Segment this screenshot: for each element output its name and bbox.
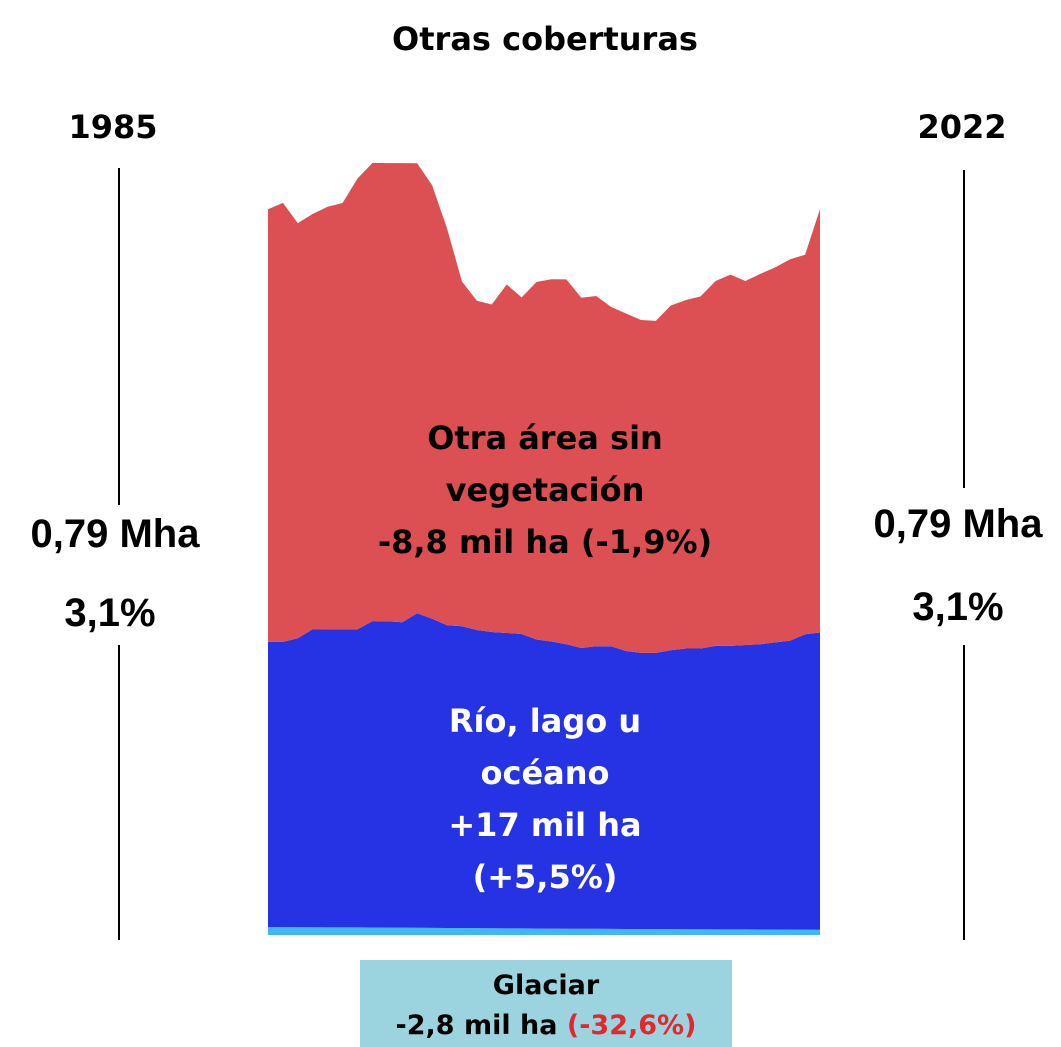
area [268,927,820,935]
series-label: Río, lago u océano +17 mil ha (+5,5%) [420,695,670,903]
series-change: +17 mil ha [448,806,642,844]
area [268,613,820,930]
series-name: Glaciar [492,970,600,1001]
series-change-pct: (-1,9%) [580,523,713,561]
glacier-box: Glaciar -2,8 mil ha (-32,6%) [360,960,732,1047]
series-label: Otra área sin vegetación -8,8 mil ha (-1… [355,412,735,568]
start-total: 0,79 Mha [30,512,200,556]
series-change: -8,8 mil ha [377,523,570,561]
series-name: Río, lago u océano [448,702,642,792]
start-year: 1985 [68,108,158,146]
series-name: Otra área sin vegetación [427,419,663,509]
chart-title: Otras coberturas [392,20,698,58]
start-share: 3,1% [64,591,156,635]
series-change: -2,8 mil ha [395,1010,558,1041]
area [268,162,820,653]
end-share: 3,1% [912,585,1004,629]
series-change-pct: (+5,5%) [472,858,618,896]
series-change-line: -2,8 mil ha (-32,6%) [360,1010,732,1041]
end-total: 0,79 Mha [873,502,1043,546]
series-change-pct: (-32,6%) [566,1010,697,1041]
series-change-line: -8,8 mil ha (-1,9%) [355,516,735,568]
end-year: 2022 [917,108,1007,146]
